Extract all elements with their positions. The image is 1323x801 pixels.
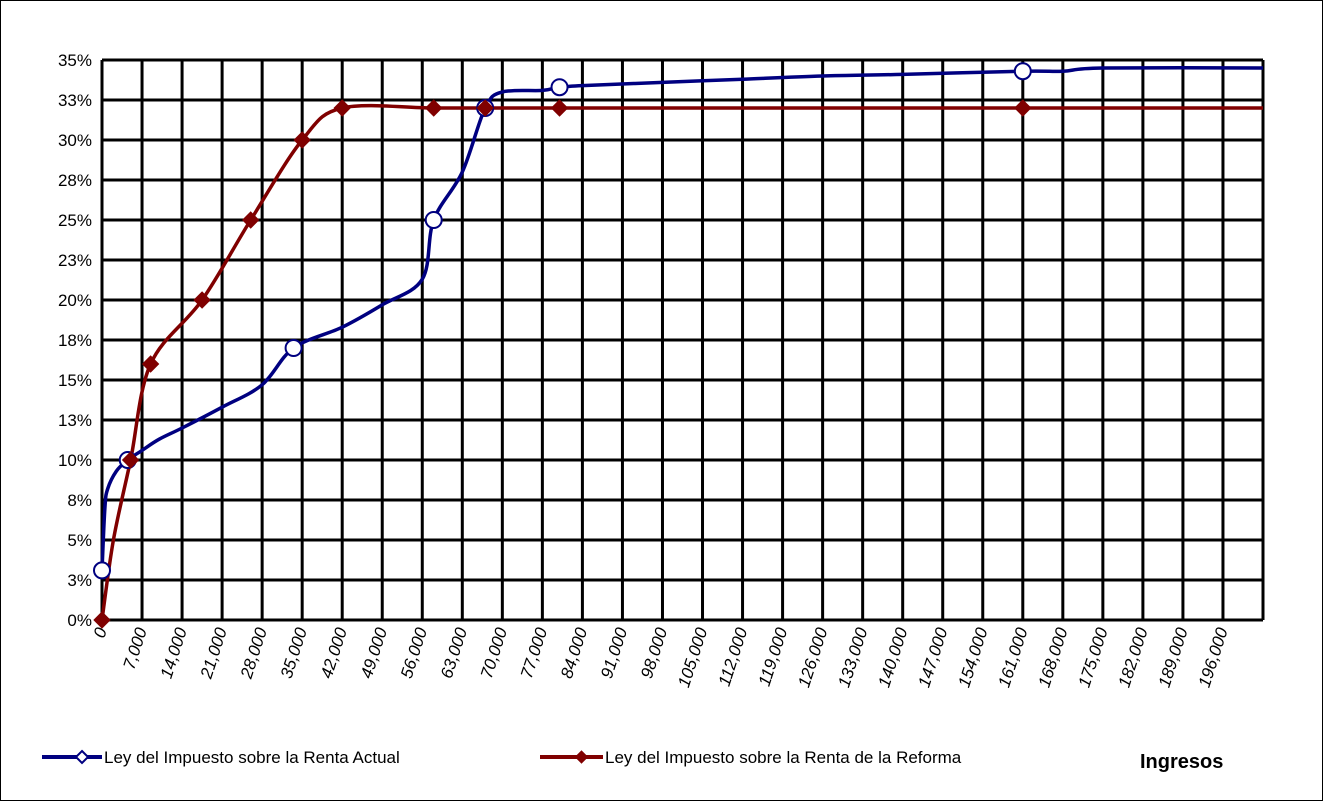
series-line-1 [100,66,1264,571]
legend-marker [574,750,589,764]
y-tick-label: 0% [67,611,92,630]
legend-item: Ley del Impuesto sobre la Renta de la Re… [540,748,962,767]
y-tick-label: 10% [58,451,92,470]
x-tick-label: 28,000 [236,625,271,682]
data-point-series-2 [121,451,140,469]
data-point-series-1 [550,78,569,97]
x-tick-label: 35,000 [277,625,311,681]
data-point-series-2 [293,131,311,149]
y-tick-label: 20% [58,291,92,310]
y-tick-label: 8% [67,491,92,510]
legend-label: Ley del Impuesto sobre la Renta de la Re… [605,748,962,767]
x-tick-label: 133,000 [834,625,871,690]
x-tick-label: 49,000 [357,625,391,681]
x-axis-tick-labels: 0 7,000 14,000 21,000 28,000 35,000 42,000 49,0… [90,625,1232,690]
x-tick-label: 77,000 [517,625,551,681]
y-tick-label: 18% [58,331,92,350]
x-axis-title: Ingresos [1140,751,1223,773]
x-tick-label: 196,000 [1195,625,1232,690]
y-axis-tick-labels: 0% 3% 5% 8% 10% 13% 15% 18% 20% 23% 25% 28% 30% 33% 35… [58,51,92,630]
y-tick-label: 13% [58,411,92,430]
data-point-series-2 [550,99,569,117]
x-tick-label: 0 [90,625,111,640]
x-tick-label: 105,000 [674,625,711,690]
data-point-series-2 [476,99,494,117]
x-tick-label: 112,000 [715,625,752,689]
legend-marker [74,749,90,765]
data-point-series-2 [141,355,160,373]
x-tick-label: 119,000 [755,625,792,689]
data-point-series-2 [425,99,443,117]
data-point-series-2 [241,211,260,229]
x-tick-label: 21,000 [196,625,231,682]
legend: Ley del Impuesto sobre la Renta Actual Le… [42,748,962,767]
x-tick-label: 63,000 [437,625,471,681]
x-tick-label: 14,000 [157,625,191,681]
x-tick-label: 98,000 [637,625,671,681]
x-tick-label: 126,000 [794,625,831,690]
data-point-series-2 [93,611,111,629]
data-point-series-2 [1014,99,1032,117]
y-tick-label: 33% [58,91,92,110]
x-tick-label: 189,000 [1155,625,1192,690]
x-tick-label: 140,000 [874,625,911,690]
x-tick-label: 161,000 [995,625,1032,690]
grid [100,58,1265,622]
data-point-series-1 [1013,62,1032,81]
legend-label: Ley del Impuesto sobre la Renta Actual [104,748,400,767]
data-point-series-2 [333,99,351,117]
x-tick-label: 182,000 [1115,625,1152,690]
x-tick-label: 91,000 [597,625,631,681]
data-point-series-1 [284,339,303,357]
x-tick-label: 84,000 [557,625,591,681]
y-tick-label: 15% [58,371,92,390]
series-line-2 [100,103,1263,621]
x-tick-label: 175,000 [1075,625,1112,690]
y-tick-label: 30% [58,131,92,150]
marker-layer [93,62,1032,629]
x-tick-label: 70,000 [477,625,511,681]
x-tick-label: 168,000 [1035,625,1072,690]
x-tick-label: 147,000 [914,625,951,690]
x-tick-label: 7,000 [120,625,151,672]
y-tick-label: 3% [67,571,92,590]
x-tick-label: 56,000 [397,625,431,681]
data-point-series-1 [93,561,111,580]
y-tick-label: 25% [58,211,92,230]
y-tick-label: 35% [58,51,92,70]
data-point-series-2 [193,291,211,309]
legend-item: Ley del Impuesto sobre la Renta Actual [42,748,400,767]
y-tick-label: 23% [58,251,92,270]
y-tick-label: 5% [67,531,92,550]
x-tick-label: 154,000 [955,625,992,690]
x-tick-label: 42,000 [317,625,351,681]
y-tick-label: 28% [58,171,92,190]
data-point-series-1 [424,211,443,229]
series-layer [100,66,1264,621]
